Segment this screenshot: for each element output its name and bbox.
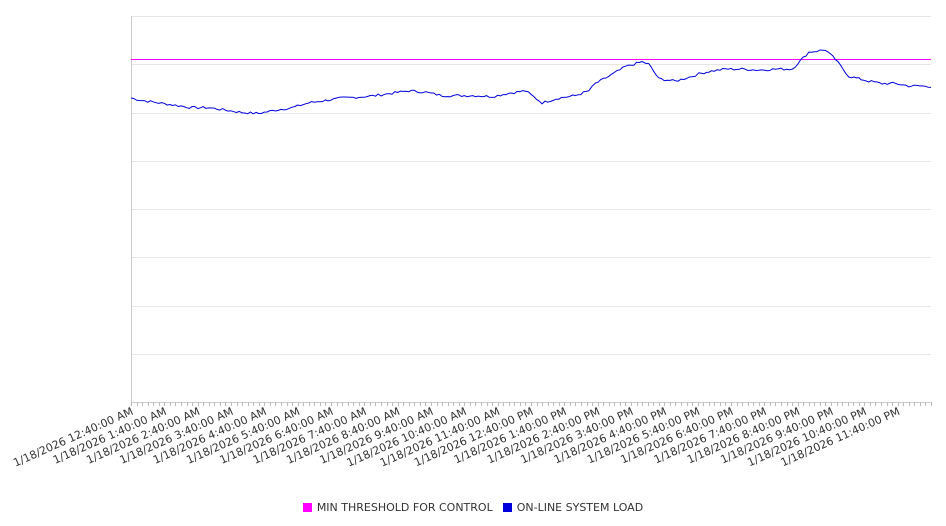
legend-swatch-system-load <box>502 502 512 512</box>
gridlines <box>131 16 931 355</box>
legend: MIN THRESHOLD FOR CONTROL ON-LINE SYSTEM… <box>0 498 946 516</box>
x-tick-labels: 1/18/2026 12:40:00 AM1/18/2026 1:40:00 A… <box>11 405 902 470</box>
legend-item-threshold[interactable]: MIN THRESHOLD FOR CONTROL <box>302 500 493 514</box>
legend-swatch-threshold <box>302 502 312 512</box>
x-minor-ticks <box>131 402 932 406</box>
legend-label-system-load: ON-LINE SYSTEM LOAD <box>516 500 644 514</box>
legend-item-system-load[interactable]: ON-LINE SYSTEM LOAD <box>502 500 644 514</box>
series-layer <box>130 49 932 115</box>
legend-label-threshold: MIN THRESHOLD FOR CONTROL <box>316 500 493 514</box>
series-system-load-line <box>130 49 932 115</box>
